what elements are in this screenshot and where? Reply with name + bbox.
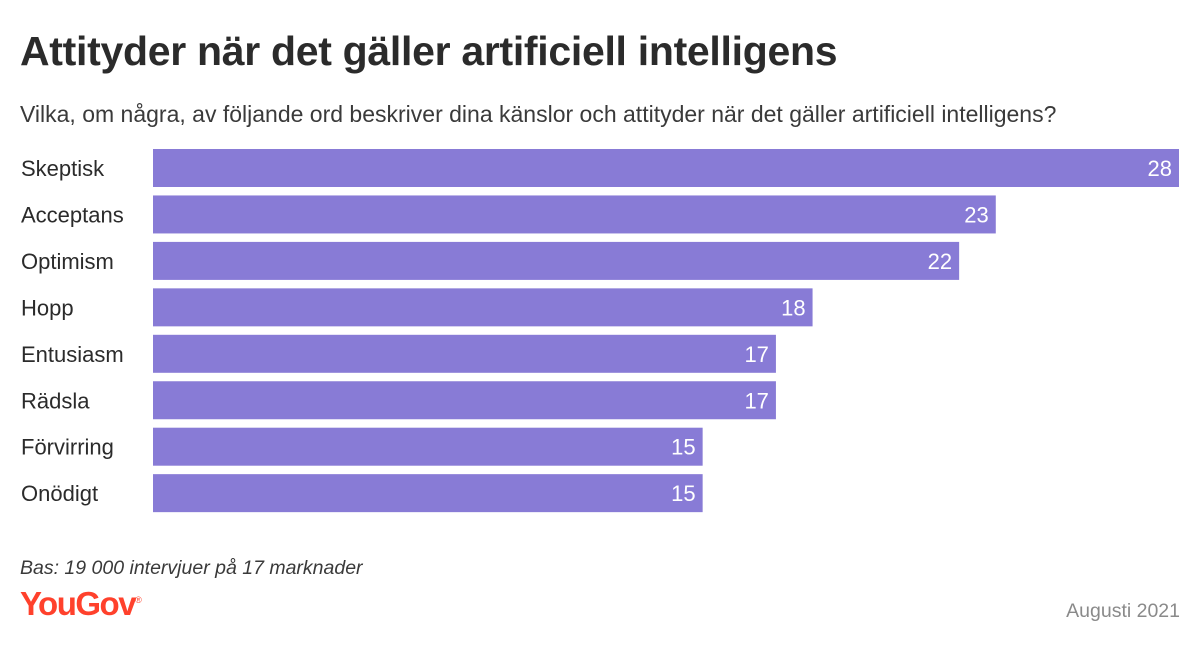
value-label-hopp: 18 [781,295,805,320]
base-footnote: Bas: 19 000 intervjuer på 17 marknader [20,557,363,579]
category-label-acceptans: Acceptans [21,202,124,227]
bar-onodigt [153,474,703,513]
value-label-forvirring: 15 [671,435,695,460]
category-label-entusiasm: Entusiasm [21,342,124,367]
value-label-optimism: 22 [928,249,952,274]
category-label-onodigt: Onödigt [21,481,98,506]
category-label-forvirring: Förvirring [21,435,114,460]
value-label-radsla: 17 [744,388,768,413]
logo-registered-mark: ® [135,595,142,605]
value-label-onodigt: 15 [671,481,695,506]
bar-entusiasm [153,334,776,373]
bar-optimism [153,241,960,280]
value-label-acceptans: 23 [964,202,988,227]
chart-title: Attityder när det gäller artificiell int… [20,28,838,74]
value-label-entusiasm: 17 [744,342,768,367]
category-label-optimism: Optimism [21,249,114,274]
value-label-skeptisk: 28 [1148,156,1172,181]
chart-subtitle: Vilka, om några, av följande ord beskriv… [20,101,1057,127]
yougov-logo: YouGov® [20,585,142,623]
bar-skeptisk [153,149,1179,187]
logo-text: YouGov [20,585,137,622]
category-label-skeptisk: Skeptisk [21,156,105,181]
bar-forvirring [153,427,703,466]
bar-radsla [153,381,776,420]
category-label-hopp: Hopp [21,295,74,320]
category-label-radsla: Rädsla [21,388,90,413]
bar-acceptans [153,195,996,234]
bar-hopp [153,288,813,327]
publication-date: Augusti 2021 [1066,600,1180,622]
